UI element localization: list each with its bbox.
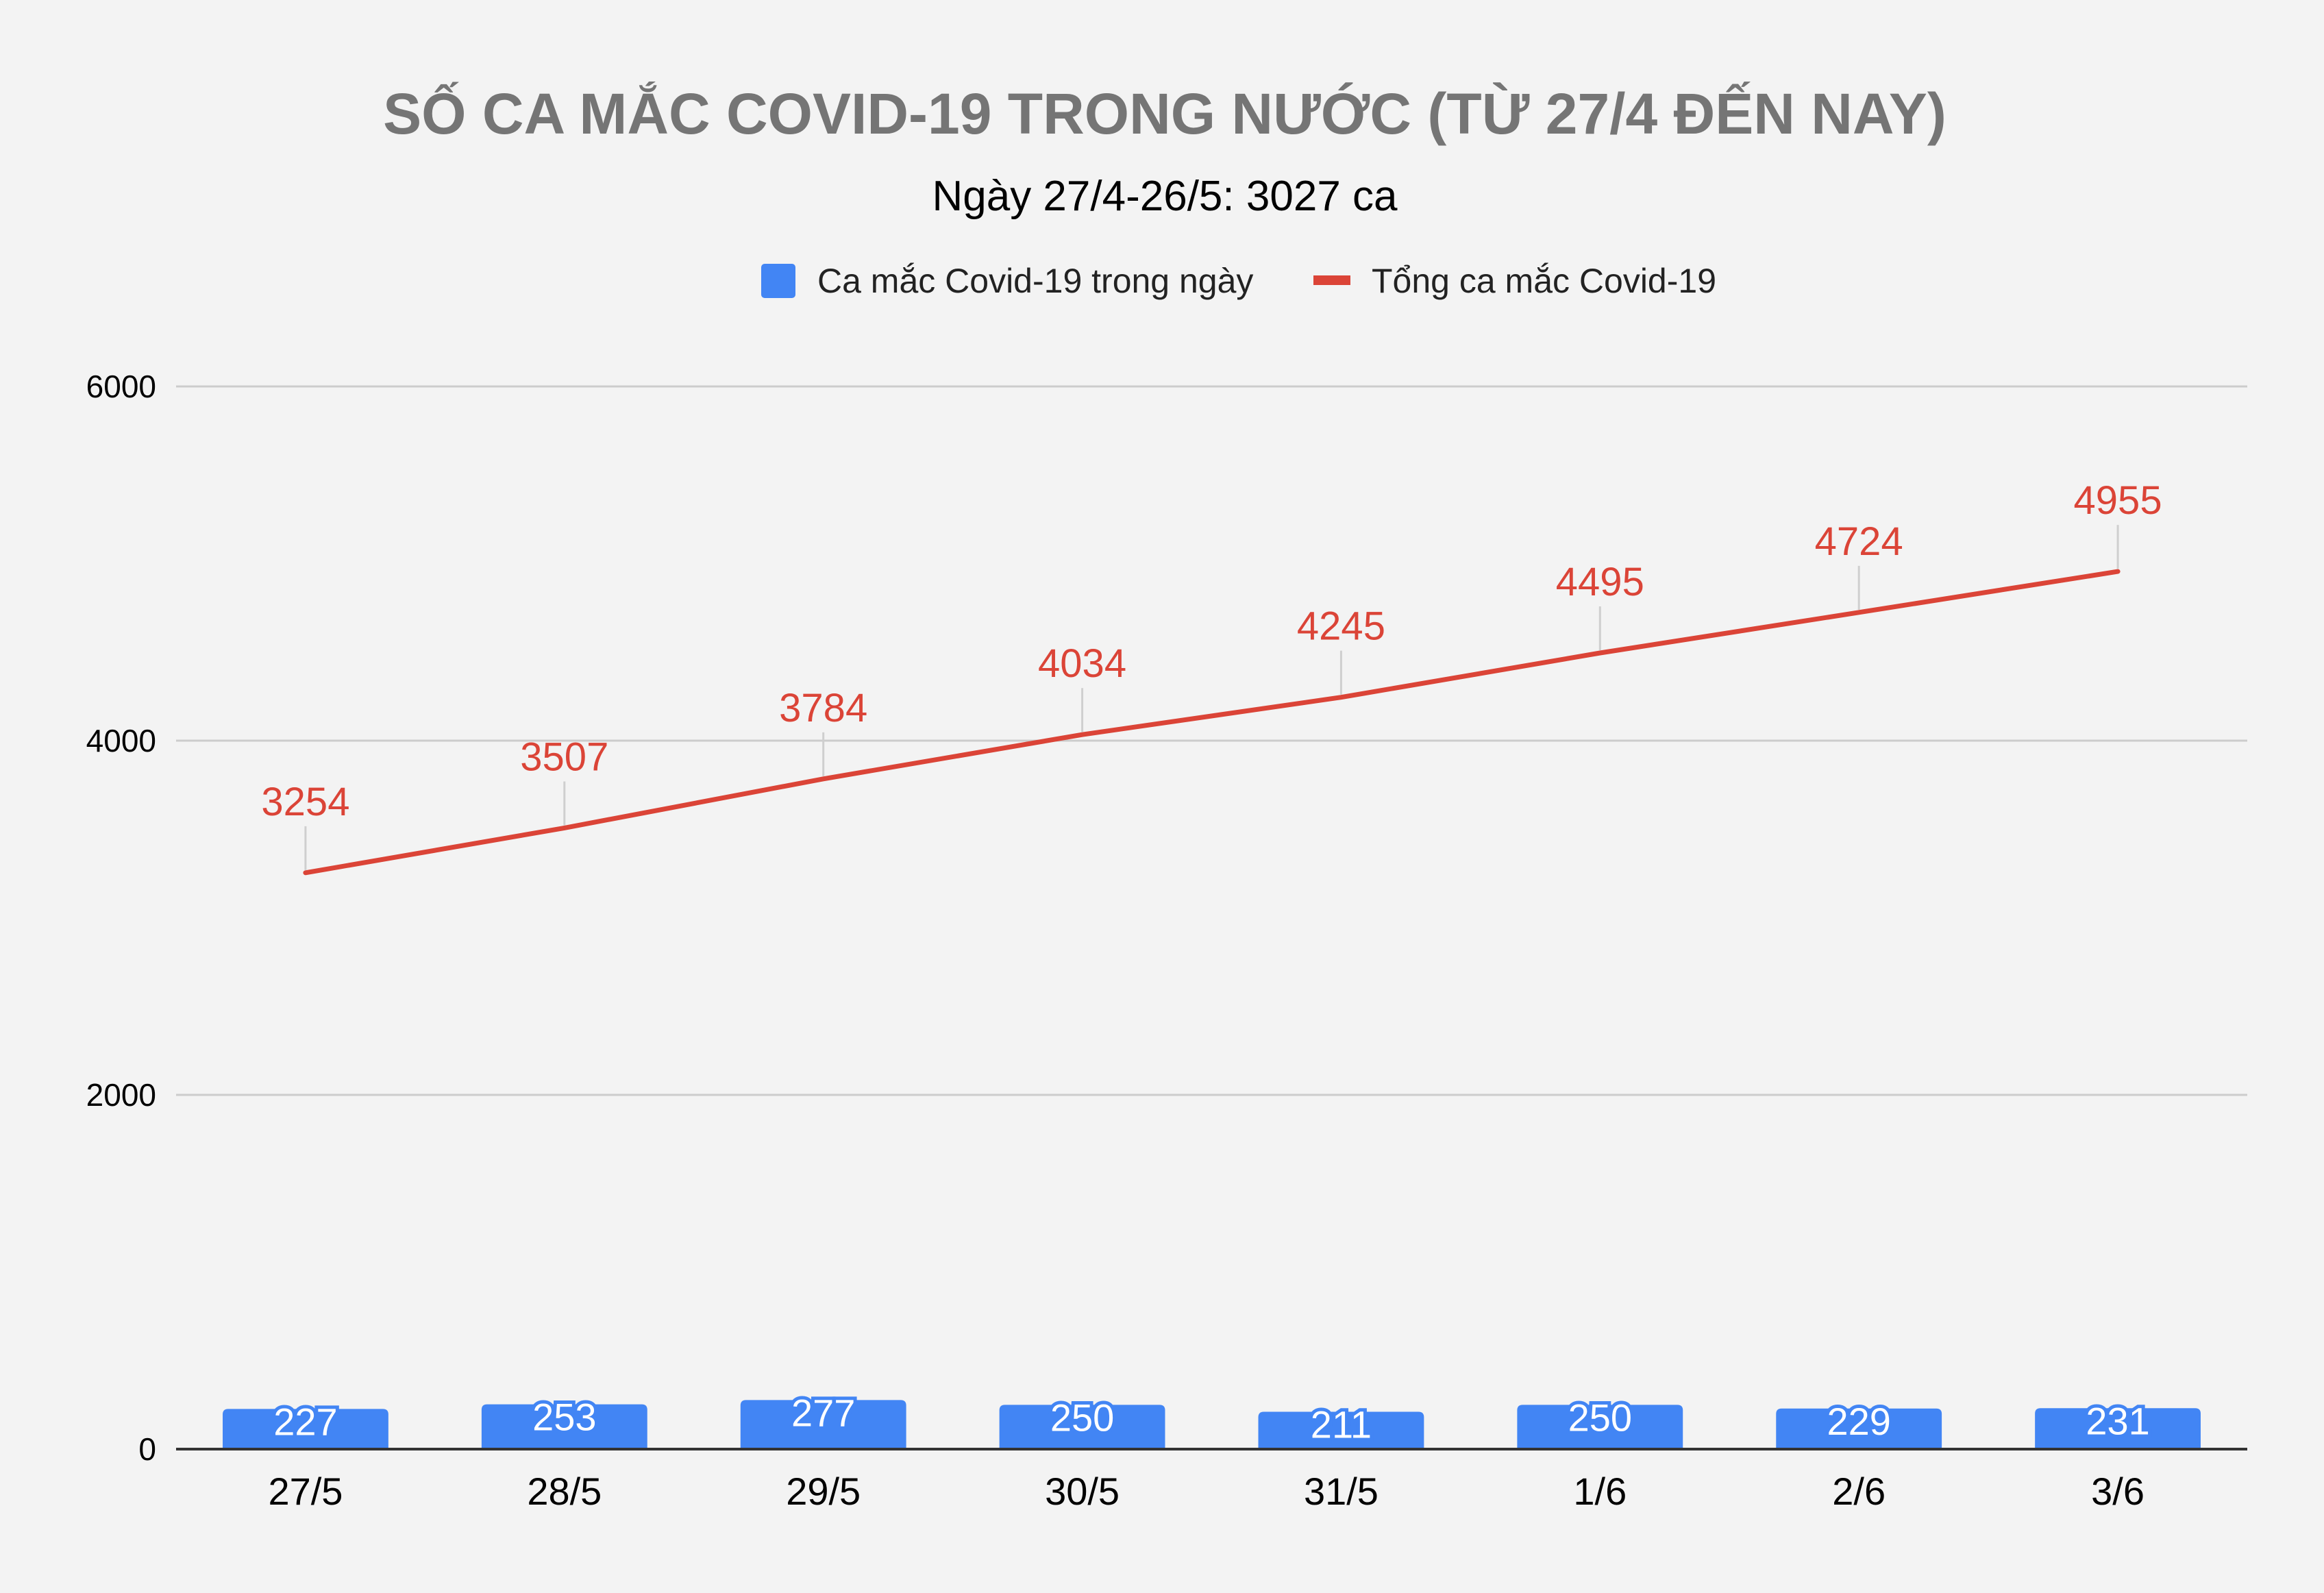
- bar-data-labels: 227 253 277 250 211 250 229 231: [270, 1387, 2153, 1449]
- legend-swatch-bar: [761, 264, 795, 298]
- line-value-label: 3254: [261, 780, 349, 824]
- bar: [1776, 1408, 1942, 1449]
- bar-value-label: 211: [1311, 1403, 1372, 1446]
- line-path: [303, 569, 2121, 876]
- bar-value-label: 250: [1568, 1396, 1632, 1439]
- bar-value-label: 250: [1050, 1396, 1114, 1439]
- x-tick-label: 28/5: [527, 1470, 602, 1513]
- bar: [2035, 1408, 2201, 1449]
- bar: [1258, 1411, 1424, 1449]
- chart-title: SỐ CA MẮC COVID-19 TRONG NƯỚC (TỪ 27/4 Đ…: [383, 82, 1946, 146]
- bar-series: [223, 1400, 2201, 1449]
- line-value-label: 4495: [1556, 560, 1644, 604]
- x-tick-label: 30/5: [1045, 1470, 1120, 1513]
- bar-value-label: 229: [1827, 1400, 1890, 1443]
- bar-value-label: 277: [791, 1391, 855, 1434]
- bar: [740, 1400, 906, 1449]
- y-tick-label: 6000: [86, 369, 156, 404]
- x-tick-label: 2/6: [1832, 1470, 1886, 1513]
- legend: Ca mắc Covid-19 trong ngày Tổng ca mắc C…: [761, 262, 1716, 300]
- line-series: [303, 569, 2121, 876]
- line-value-label: 3507: [520, 734, 608, 779]
- x-tick-label: 29/5: [786, 1470, 861, 1513]
- y-axis-ticks: 0 2000 4000 6000: [86, 369, 156, 1467]
- y-tick-label: 2000: [86, 1077, 156, 1113]
- bar: [999, 1405, 1165, 1449]
- bar: [481, 1404, 647, 1449]
- line-value-label: 4245: [1297, 604, 1385, 649]
- line-value-label: 4955: [2074, 478, 2162, 523]
- line-value-label: 3784: [779, 686, 867, 730]
- bar: [223, 1409, 388, 1449]
- legend-label-line: Tổng ca mắc Covid-19: [1372, 262, 1716, 300]
- y-tick-label: 4000: [86, 723, 156, 758]
- legend-label-bar: Ca mắc Covid-19 trong ngày: [817, 262, 1253, 300]
- chart-subtitle: Ngày 27/4-26/5: 3027 ca: [932, 173, 1398, 220]
- x-tick-label: 1/6: [1573, 1470, 1627, 1513]
- x-tick-label: 3/6: [2091, 1470, 2144, 1513]
- legend-swatch-line: [1313, 275, 1350, 285]
- x-axis-ticks: 27/5 28/5 29/5 30/5 31/5 1/6 2/6 3/6: [268, 1470, 2144, 1513]
- line-data-labels: 3254 3507 3784 4034 4245 4495 4724 4955: [261, 478, 2162, 824]
- bar-value-label: 227: [273, 1400, 337, 1443]
- bar-value-label: 231: [2086, 1399, 2149, 1442]
- line-value-label: 4724: [1815, 519, 1903, 564]
- gridlines: [176, 385, 2247, 1096]
- bar: [1517, 1405, 1683, 1449]
- x-tick-label: 27/5: [268, 1470, 343, 1513]
- y-tick-label: 0: [138, 1431, 156, 1467]
- bar-value-label: 253: [532, 1396, 596, 1439]
- line-label-leaders: [304, 525, 2119, 870]
- line-value-label: 4034: [1038, 641, 1126, 686]
- x-tick-label: 31/5: [1304, 1470, 1379, 1513]
